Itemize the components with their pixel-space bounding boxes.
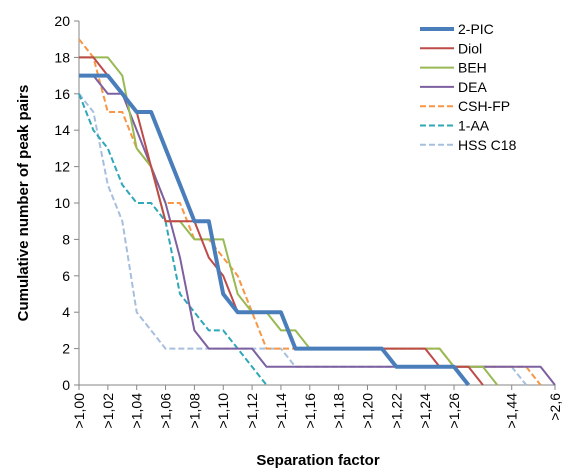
series-lines [78,38,556,387]
x-tick-label: >1,08 [186,393,202,429]
x-tick-label: >1,06 [158,393,174,429]
axes [74,20,556,390]
x-tick-label: >1,12 [244,393,260,429]
legend-label-diol: Diol [458,40,482,56]
y-tick-label: 12 [54,159,70,175]
legend-label-1-aa: 1-AA [458,118,490,134]
y-tick-label: 18 [54,49,70,65]
series-line-1-aa [78,93,268,386]
x-tick-label: >1,16 [302,393,318,429]
x-tick-label: >1,02 [100,393,116,429]
y-tick-labels: 0 2 4 6 8 10 12 14 16 18 20 [54,13,70,393]
legend-label-beh: BEH [458,60,487,76]
x-tick-labels: >1,00 >1,02 >1,04 >1,06 >1,08 >1,10 >1,12 >1,14… [71,393,563,429]
x-tick-label: >1,26 [446,393,462,429]
x-tick-label: >1,18 [331,393,347,429]
x-tick-label: >1,00 [71,393,87,429]
y-axis-title: Cumulative number of peak pairs [15,85,32,322]
x-tick-label: >2,6 [547,393,563,421]
x-tick-label: >1,14 [273,393,289,429]
y-tick-label: 2 [62,341,70,357]
y-tick-label: 8 [62,231,70,247]
x-tick-label: >1,20 [359,393,375,429]
legend-label-dea: DEA [458,79,487,95]
x-axis-title: Separation factor [256,452,380,469]
y-tick-label: 20 [54,13,70,29]
y-tick-label: 4 [62,304,70,320]
y-tick-label: 14 [54,122,70,138]
x-tick-label: >1,10 [215,393,231,429]
x-tick-label: >1,24 [417,393,433,429]
legend-label-2-pic: 2-PIC [458,21,494,37]
y-tick-label: 0 [62,377,70,393]
x-tick-label: >1,04 [129,393,145,429]
x-tick-label: >1,44 [504,393,520,429]
series-line-2-pic [79,73,471,387]
legend: 2-PIC Diol BEH DEA CSH-FP 1-AA HSS C18 [420,21,517,153]
x-tick-label: >1,22 [388,393,404,429]
legend-label-csh-fp: CSH-FP [458,98,510,114]
legend-label-hss-c18: HSS C18 [458,137,517,153]
y-tick-label: 16 [54,86,70,102]
y-tick-label: 6 [62,268,70,284]
y-tick-label: 10 [54,195,70,211]
